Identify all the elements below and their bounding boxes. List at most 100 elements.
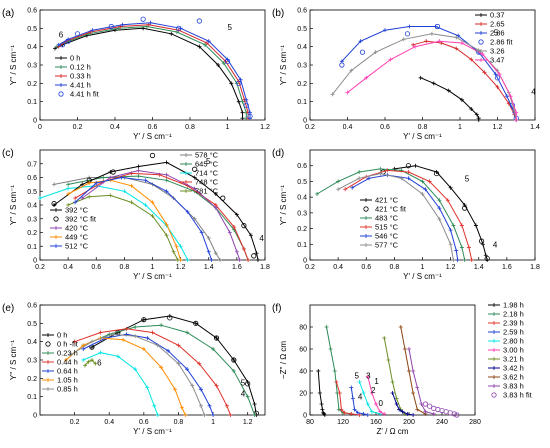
data-point: [361, 391, 366, 395]
annotation: 4: [241, 390, 246, 399]
annotation: 4: [531, 87, 536, 96]
panel-e: 0.2 0.4 0.6 0.8 1 1.200.10.20.30.40.50.6Y' / …: [2, 303, 266, 436]
legend-item: 3.21 h: [488, 355, 524, 364]
data-point: [394, 402, 399, 406]
data-point: [352, 407, 357, 412]
legend-item: 2.59 h: [488, 328, 524, 337]
data-point: [459, 245, 464, 250]
data-point: [80, 196, 85, 201]
x-tick-label: 0.2: [305, 264, 315, 271]
data-point: [193, 320, 199, 326]
legend-label: 1.98 h: [503, 301, 524, 310]
data-point: [367, 176, 372, 181]
data-point: [473, 223, 478, 228]
data-point: [345, 90, 350, 95]
plot-frame: [309, 304, 476, 416]
x-tick-label: 240: [436, 419, 448, 426]
data-point: [374, 402, 378, 406]
series: [345, 39, 519, 122]
legend-label: 0.33 h: [70, 72, 91, 81]
y-tick-label: 0.3: [27, 358, 37, 365]
x-tick-label: 0.2: [73, 124, 83, 131]
series-line: [84, 359, 96, 366]
data-point: [411, 369, 416, 373]
legend-marker: [479, 22, 483, 26]
series: [334, 380, 362, 417]
data-point: [254, 251, 259, 256]
data-point: [119, 175, 124, 180]
data-point: [469, 258, 474, 262]
x-tick-label: 0.6: [361, 264, 371, 271]
legend-marker: [491, 392, 497, 398]
series: [66, 178, 183, 262]
data-point: [349, 411, 354, 416]
series: [315, 166, 467, 262]
data-point: [322, 413, 327, 417]
data-point: [53, 46, 57, 51]
data-point: [369, 409, 374, 414]
legend-label: 3.00 h: [503, 346, 524, 355]
data-point: [198, 387, 203, 392]
data-point: [192, 166, 198, 172]
y-tick-label: 0: [33, 413, 37, 420]
y-tick-label: 0.5: [27, 26, 37, 33]
data-point: [81, 347, 86, 351]
x-tick-label: 280: [469, 419, 481, 426]
data-point: [466, 245, 471, 250]
legend-marker: [479, 13, 483, 17]
data-point: [378, 409, 383, 414]
y-tick-label: 0.3: [27, 216, 37, 223]
data-point: [232, 225, 237, 229]
series: [69, 332, 207, 417]
data-point: [462, 205, 468, 211]
legend-item: 420 °C: [50, 224, 89, 233]
legend: 1.98 h2.18 h2.39 h2.59 h2.80 h3.00 h3.21…: [488, 301, 533, 400]
y-tick-label: 0.6: [27, 303, 37, 310]
data-point: [243, 102, 249, 108]
data-point: [198, 403, 203, 408]
x-tick-label: 0.8: [185, 124, 195, 131]
data-point: [369, 391, 374, 395]
data-point: [236, 80, 242, 86]
y-tick-label: 0.2: [297, 226, 307, 233]
data-point: [437, 217, 442, 222]
annotation: 5: [355, 372, 360, 381]
legend-label: 0.44 h: [57, 358, 78, 367]
series-line: [383, 337, 406, 415]
legend-marker: [54, 226, 58, 230]
series-line: [326, 326, 352, 415]
x-tick-label: 1.4: [474, 264, 484, 271]
data-point: [361, 411, 366, 416]
series-line: [58, 24, 249, 119]
series: [392, 163, 490, 262]
y-tick-label: 0.5: [27, 189, 37, 196]
data-point: [245, 381, 251, 387]
legend-item: 512 °C: [50, 242, 89, 251]
series-line: [39, 185, 189, 261]
panel-label: (c): [2, 148, 14, 159]
legend-marker: [46, 351, 50, 355]
data-point: [411, 391, 416, 395]
data-point: [514, 110, 519, 115]
data-point: [73, 200, 78, 205]
data-point: [364, 75, 369, 80]
series: [80, 168, 242, 262]
legend-item: 3.00 h: [488, 346, 524, 355]
data-point: [231, 357, 237, 363]
legend-marker: [364, 198, 368, 202]
legend-marker: [59, 74, 63, 78]
data-point: [390, 380, 395, 384]
x-tick-label: 1.4: [204, 264, 214, 271]
data-point: [224, 58, 231, 64]
data-point: [443, 409, 449, 415]
data-point: [164, 172, 169, 177]
data-point: [422, 401, 429, 407]
y-tick-label: 0.6: [27, 8, 37, 15]
panel-label: (f): [272, 303, 281, 314]
data-point: [406, 176, 411, 181]
x-tick-label: 0.6: [380, 124, 390, 131]
series: [66, 193, 180, 262]
legend-item: 0.23 h: [42, 349, 78, 358]
legend-item: 0 h: [55, 54, 80, 63]
